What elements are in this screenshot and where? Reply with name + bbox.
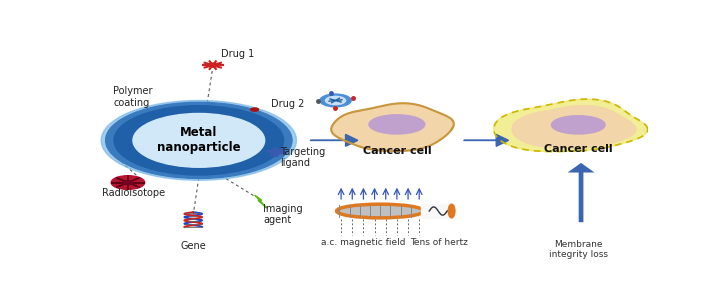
- Text: Drug 1: Drug 1: [221, 49, 254, 59]
- Ellipse shape: [552, 116, 605, 134]
- Polygon shape: [512, 106, 636, 148]
- Text: Cancer cell: Cancer cell: [544, 144, 613, 155]
- Polygon shape: [266, 147, 287, 156]
- Polygon shape: [255, 195, 267, 208]
- Ellipse shape: [449, 204, 455, 218]
- Text: Targeting
ligand: Targeting ligand: [280, 147, 325, 168]
- Ellipse shape: [369, 115, 425, 134]
- Circle shape: [124, 181, 132, 184]
- Text: Membrane
integrity loss: Membrane integrity loss: [549, 240, 608, 260]
- Circle shape: [101, 100, 297, 180]
- FancyBboxPatch shape: [421, 204, 451, 218]
- Polygon shape: [494, 99, 648, 152]
- Text: a.c. magnetic field: a.c. magnetic field: [321, 238, 405, 247]
- Polygon shape: [331, 103, 454, 151]
- FancyArrow shape: [574, 165, 588, 220]
- Text: Cancer cell: Cancer cell: [363, 146, 431, 156]
- Text: Tens of hertz: Tens of hertz: [410, 238, 468, 247]
- Ellipse shape: [337, 204, 423, 218]
- Circle shape: [111, 176, 145, 189]
- Text: Metal
nanoparticle: Metal nanoparticle: [157, 126, 240, 154]
- Circle shape: [114, 106, 284, 175]
- Circle shape: [320, 94, 351, 107]
- Circle shape: [251, 108, 258, 111]
- Circle shape: [325, 96, 346, 104]
- Circle shape: [208, 63, 217, 67]
- Text: Drug 2: Drug 2: [271, 99, 305, 109]
- FancyArrow shape: [310, 134, 358, 146]
- Text: Radioisotope: Radioisotope: [102, 188, 166, 198]
- Text: Polymer
coating: Polymer coating: [114, 86, 153, 108]
- Text: Gene: Gene: [180, 241, 206, 251]
- Text: Imaging
agent: Imaging agent: [263, 204, 302, 225]
- Circle shape: [106, 102, 292, 178]
- Circle shape: [133, 113, 265, 167]
- FancyArrow shape: [464, 134, 508, 146]
